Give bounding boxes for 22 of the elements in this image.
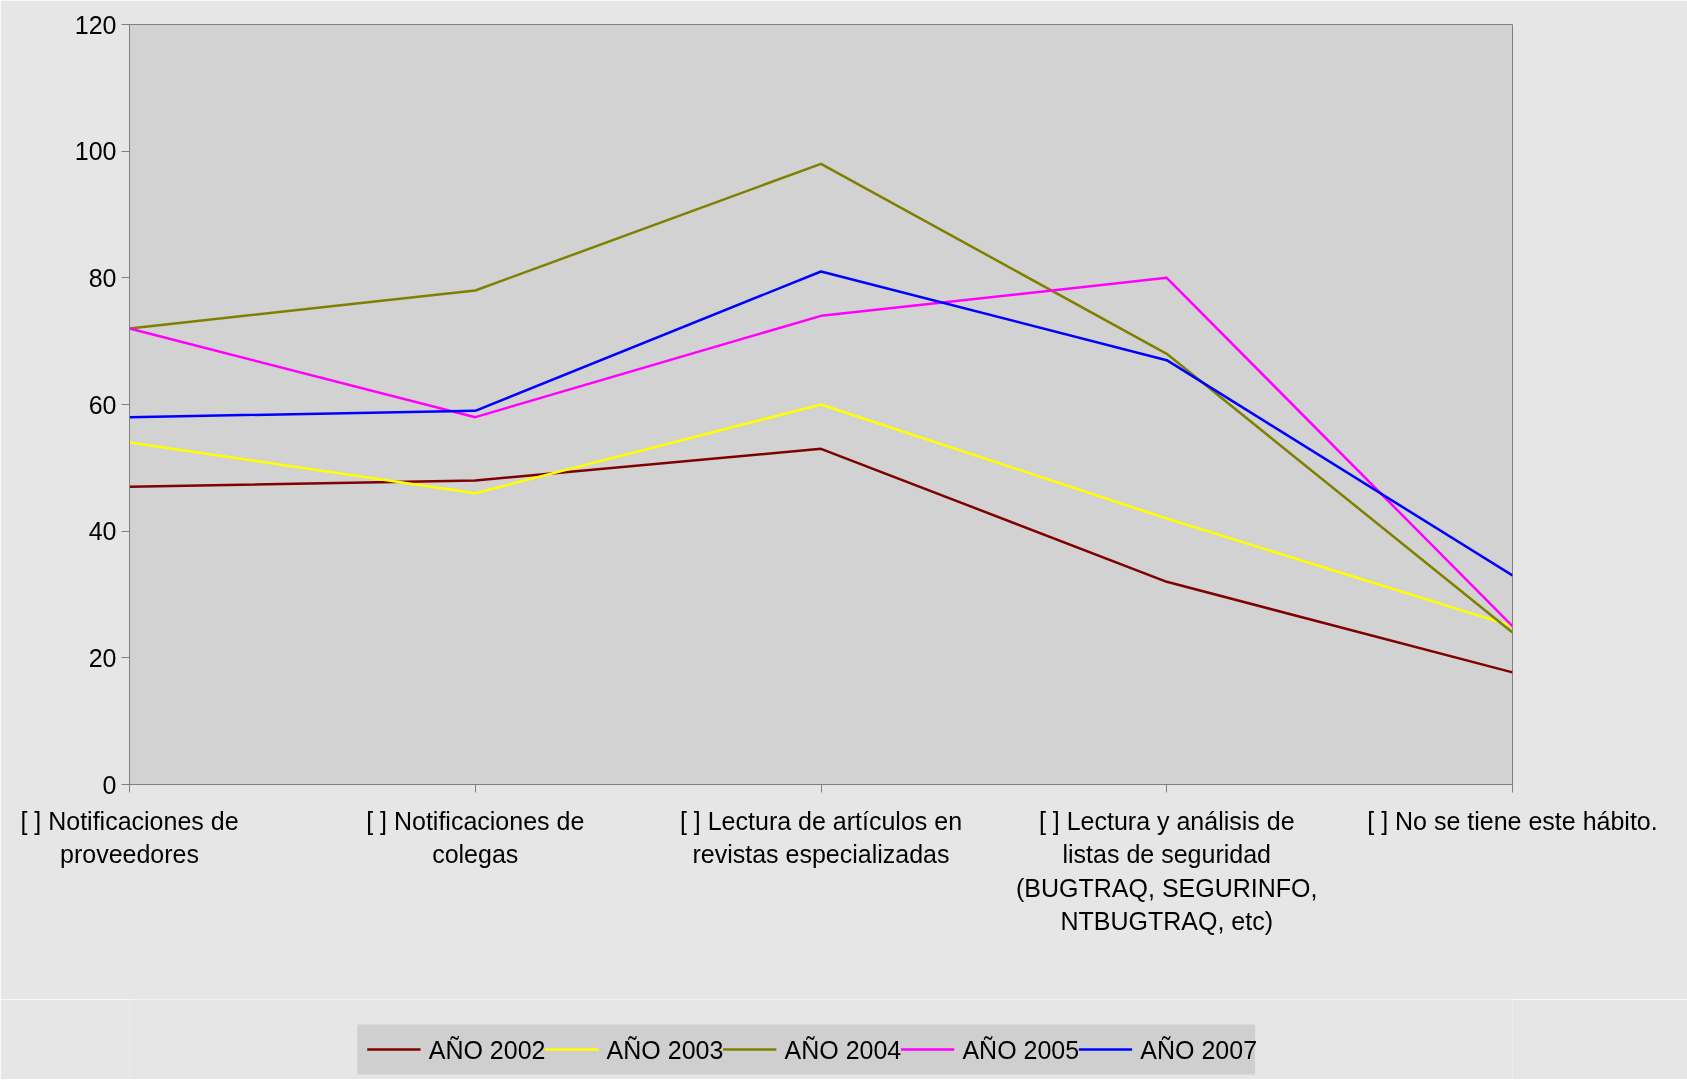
legend-label: AÑO 2004 bbox=[784, 1035, 902, 1064]
line-series bbox=[129, 447, 1513, 674]
y-tick-label: 20 bbox=[88, 643, 117, 672]
line-series bbox=[129, 162, 1513, 634]
legend-label: AÑO 2003 bbox=[606, 1035, 724, 1064]
y-tick-label: 40 bbox=[88, 517, 117, 546]
y-tick-label: 0 bbox=[102, 770, 117, 799]
line-series bbox=[129, 403, 1513, 628]
x-tick-label: [ ] Notificaciones de colegas bbox=[366, 806, 585, 869]
line-series bbox=[129, 276, 1513, 628]
x-tick-label: [ ] No se tiene este hábito. bbox=[1367, 806, 1658, 835]
x-tick-label: [ ] Notificaciones de proveedores bbox=[20, 806, 239, 869]
y-tick-label: 80 bbox=[88, 263, 117, 292]
y-tick-label: 120 bbox=[74, 10, 117, 39]
legend-label: AÑO 2007 bbox=[1140, 1035, 1258, 1064]
y-tick-label: 60 bbox=[88, 390, 117, 419]
x-tick-label: [ ] Lectura y análisis de listas de seguridad (BUGTRAQ, SEGURINFO, NTBUGTRAQ, etc) bbox=[1016, 806, 1318, 936]
x-tick-label: [ ] Lectura de artículos en revistas especializadas bbox=[679, 806, 963, 869]
y-tick-label: 100 bbox=[74, 137, 117, 166]
legend-label: AÑO 2002 bbox=[428, 1035, 546, 1064]
line-series bbox=[129, 270, 1513, 577]
legend-label: AÑO 2005 bbox=[962, 1035, 1080, 1064]
